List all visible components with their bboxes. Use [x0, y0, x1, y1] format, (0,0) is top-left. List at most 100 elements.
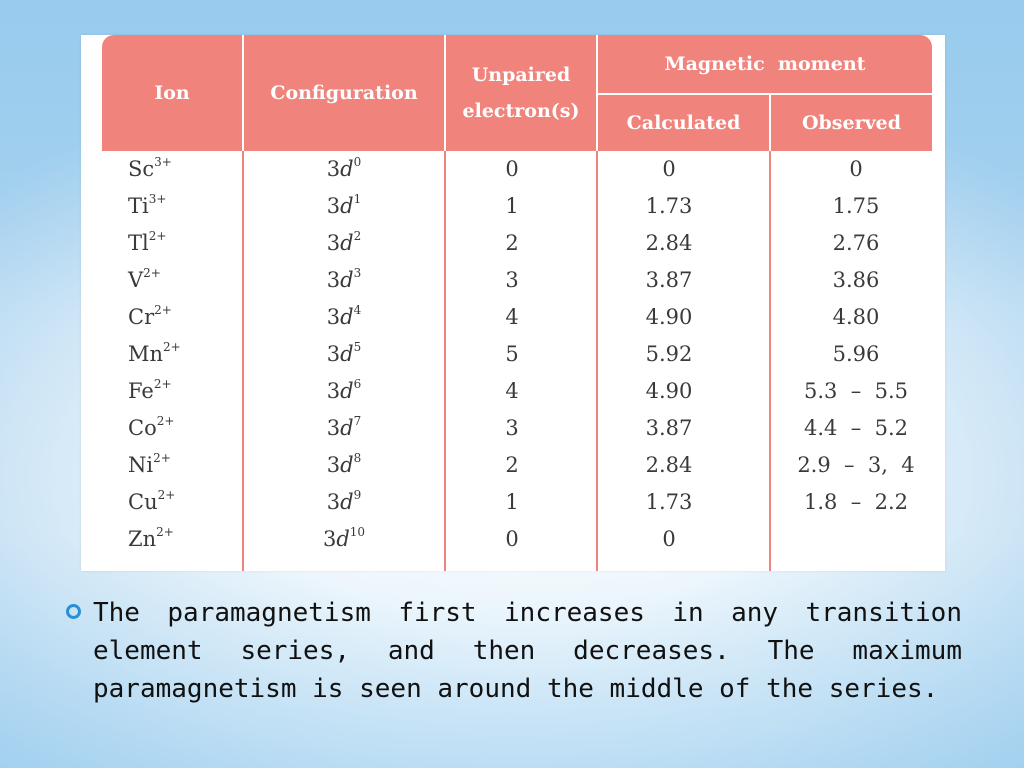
configuration-cell: 3d10 — [304, 521, 384, 558]
calculated-cell: 3.87 — [645, 268, 693, 292]
configuration-exponent: 5 — [353, 340, 362, 354]
ion-cell: Cr2+ — [128, 299, 172, 336]
header-configuration: Configuration — [244, 35, 444, 151]
configuration-base: 3d — [326, 490, 354, 514]
column-divider — [242, 151, 244, 571]
unpaired-cell: 3 — [505, 268, 519, 292]
observed-cell: 1.75 — [832, 194, 880, 218]
unpaired-cell: 0 — [505, 157, 519, 181]
ion-symbol: Tl — [128, 231, 149, 255]
table-image: Ion Configuration Unpaired electron(s) M… — [81, 35, 945, 571]
ion-charge: 2+ — [157, 488, 176, 502]
header-ion: Ion — [102, 35, 242, 151]
observed-cell: 2.9 – 3, 4 — [797, 453, 915, 477]
configuration-base: 3d — [326, 157, 354, 181]
observed-cell: 3.86 — [832, 268, 880, 292]
observed-cell: 4.80 — [832, 305, 880, 329]
column-divider — [444, 151, 446, 571]
ion-charge: 2+ — [154, 303, 172, 317]
unpaired-cell: 2 — [505, 453, 519, 477]
configuration-exponent: 4 — [353, 303, 362, 317]
calculated-cell: 3.87 — [645, 416, 693, 440]
configuration-exponent: 0 — [353, 155, 362, 169]
unpaired-cell: 1 — [505, 194, 519, 218]
calculated-cell: 4.90 — [645, 305, 693, 329]
configuration-cell: 3d5 — [304, 336, 384, 373]
ion-cell: Tl2+ — [128, 225, 166, 262]
configuration-cell: 3d7 — [304, 410, 384, 447]
observed-cell: 2.76 — [832, 231, 880, 255]
unpaired-cell: 0 — [505, 527, 519, 551]
unpaired-cell: 1 — [505, 490, 519, 514]
configuration-exponent: 3 — [353, 266, 362, 280]
ion-symbol: Fe — [128, 379, 154, 403]
ion-cell: Zn2+ — [128, 521, 174, 558]
configuration-cell: 3d8 — [304, 447, 384, 484]
configuration-exponent: 2 — [353, 229, 362, 243]
configuration-base: 3d — [326, 453, 354, 477]
configuration-cell: 3d2 — [304, 225, 384, 262]
ion-cell: Fe2+ — [128, 373, 172, 410]
header-configuration-label: Configuration — [270, 82, 418, 104]
configuration-cell: 3d1 — [304, 188, 384, 225]
unpaired-cell: 3 — [505, 416, 519, 440]
column-divider — [596, 151, 598, 571]
unpaired-cell: 2 — [505, 231, 519, 255]
ion-charge: 3+ — [154, 155, 172, 169]
configuration-base: 3d — [322, 527, 350, 551]
calculated-cell: 1.73 — [645, 194, 693, 218]
unpaired-cell: 5 — [505, 342, 519, 366]
header-unpaired: Unpaired electron(s) — [446, 35, 596, 151]
ion-charge: 2+ — [153, 377, 172, 391]
configuration-exponent: 6 — [353, 377, 362, 391]
ion-symbol: V — [128, 268, 144, 292]
ion-symbol: Zn — [128, 527, 157, 551]
observed-cell: 1.8 – 2.2 — [804, 490, 908, 514]
header-magnetic-moment-label: Magnetic moment — [664, 53, 866, 75]
hollow-circle-bullet-icon — [66, 604, 81, 619]
bullet-text: The paramagnetism first increases in any… — [93, 598, 962, 704]
ion-cell: Sc3+ — [128, 151, 172, 188]
configuration-exponent: 8 — [353, 451, 362, 465]
configuration-cell: 3d9 — [304, 484, 384, 521]
ion-cell: Ti3+ — [128, 188, 166, 225]
ion-symbol: Mn — [128, 342, 164, 366]
configuration-base: 3d — [326, 268, 354, 292]
configuration-exponent: 1 — [353, 192, 362, 206]
ion-charge: 2+ — [143, 266, 161, 280]
observed-cell: 5.3 – 5.5 — [804, 379, 908, 403]
observed-cell: 5.96 — [832, 342, 880, 366]
calculated-cell: 0 — [662, 527, 676, 551]
configuration-cell: 3d0 — [304, 151, 384, 188]
configuration-base: 3d — [326, 231, 354, 255]
header-unpaired-label: Unpaired electron(s) — [462, 64, 580, 122]
ion-cell: Co2+ — [128, 410, 174, 447]
ion-cell: Cu2+ — [128, 484, 175, 521]
ion-symbol: Co — [128, 416, 157, 440]
ion-symbol: Sc — [128, 157, 155, 181]
header-ion-label: Ion — [154, 82, 190, 104]
calculated-cell: 2.84 — [645, 453, 693, 477]
ion-charge: 2+ — [153, 451, 171, 465]
observed-cell: 0 — [849, 157, 863, 181]
configuration-cell: 3d6 — [304, 373, 384, 410]
ion-charge: 2+ — [156, 525, 174, 539]
ion-charge: 2+ — [148, 229, 167, 243]
observed-cell: 4.4 – 5.2 — [804, 416, 908, 440]
unpaired-cell: 4 — [505, 305, 519, 329]
configuration-exponent: 7 — [353, 414, 362, 428]
ion-symbol: Cu — [128, 490, 158, 514]
ion-cell: V2+ — [128, 262, 161, 299]
ion-symbol: Ti — [128, 194, 149, 218]
configuration-base: 3d — [326, 305, 354, 329]
configuration-exponent: 10 — [349, 525, 366, 539]
header-magnetic-moment: Magnetic moment — [598, 35, 932, 93]
calculated-cell: 5.92 — [645, 342, 693, 366]
header-calculated: Calculated — [598, 95, 769, 151]
ion-cell: Ni2+ — [128, 447, 171, 484]
unpaired-cell: 4 — [505, 379, 519, 403]
configuration-base: 3d — [326, 379, 354, 403]
magnetic-moment-table: Ion Configuration Unpaired electron(s) M… — [102, 35, 932, 571]
ion-charge: 2+ — [163, 340, 181, 354]
column-divider — [769, 151, 771, 571]
